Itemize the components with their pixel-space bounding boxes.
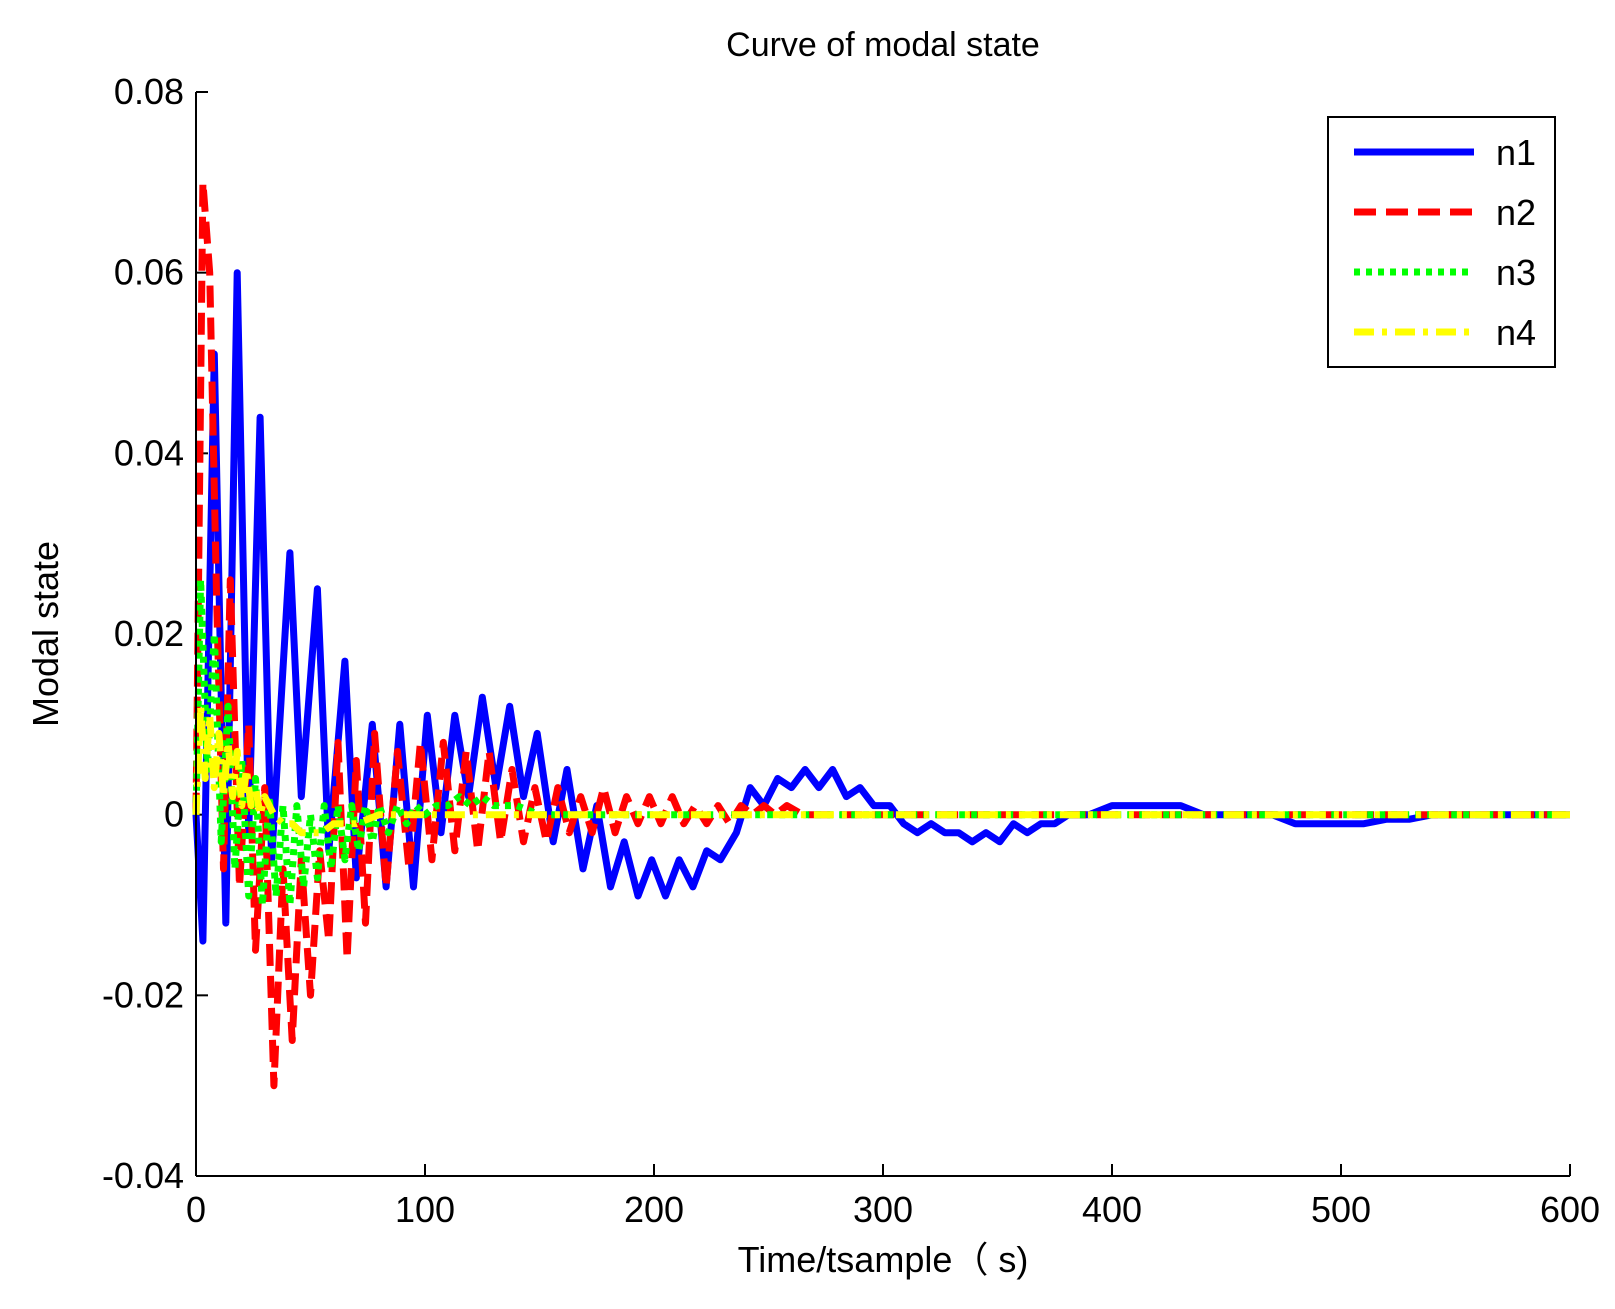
- legend: n1 n2 n3 n4: [1327, 116, 1556, 368]
- series-n2-line: [192, 178, 1570, 1090]
- x-tick-label: 200: [624, 1189, 684, 1230]
- legend-box: [1327, 116, 1556, 368]
- x-tick-label: 100: [395, 1189, 455, 1230]
- x-tick-label: 400: [1082, 1189, 1142, 1230]
- legend-label-n1: n1: [1496, 132, 1536, 173]
- axes: [195, 92, 1570, 1177]
- y-tick-label: -0.04: [102, 1155, 184, 1196]
- series-n3-line: [192, 576, 1570, 909]
- series-lines: [192, 178, 1570, 1090]
- legend-label-n2: n2: [1496, 192, 1536, 233]
- y-tick-label: 0.08: [114, 71, 184, 112]
- y-tick-label: 0.02: [114, 613, 184, 654]
- chart-title: Curve of modal state: [726, 26, 1040, 64]
- y-tick-label: 0.06: [114, 252, 184, 293]
- x-tick-label: 0: [186, 1189, 206, 1230]
- y-tick-label: 0.04: [114, 432, 184, 473]
- y-tick-label: -0.02: [102, 974, 184, 1015]
- series-n1-line: [192, 269, 1570, 945]
- x-axis-label: Time/tsample（ s): [738, 1239, 1029, 1280]
- y-axis-label: Modal state: [25, 541, 66, 727]
- x-tick-label: 300: [853, 1189, 913, 1230]
- axis-ticks: 0 100 200 300 400 500 600 -0.04 -0.02 0 0.02 0.04 0.…: [102, 71, 1600, 1230]
- legend-label-n4: n4: [1496, 312, 1536, 353]
- legend-label-n3: n3: [1496, 252, 1536, 293]
- x-tick-label: 500: [1311, 1189, 1371, 1230]
- y-tick-label: 0: [164, 794, 184, 835]
- x-tick-label: 600: [1540, 1189, 1600, 1230]
